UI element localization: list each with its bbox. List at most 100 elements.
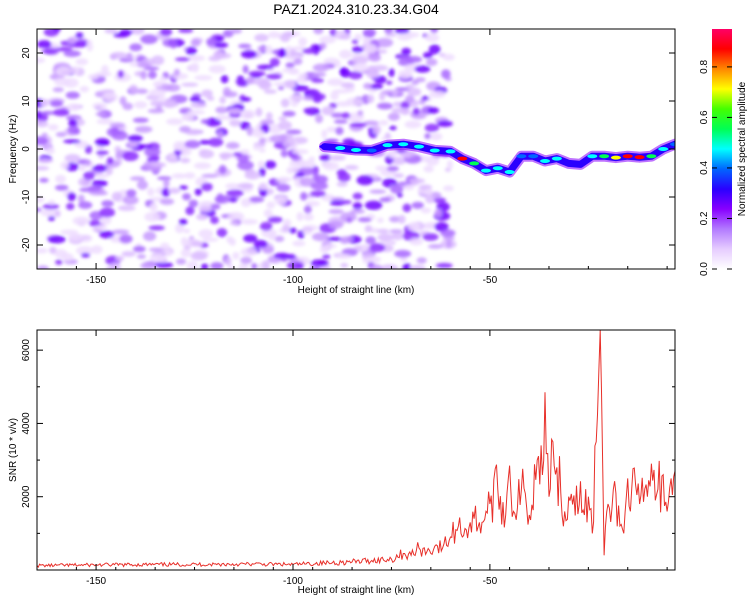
spectrogram-noise-blob [309,266,321,269]
spectrogram-noise-blob [303,205,312,214]
spectrogram-noise-blob [47,215,56,221]
spectrogram-y-tick-label: 20 [21,47,32,59]
spectrogram-noise-blob [128,84,139,94]
spectrogram-noise-blob [127,140,138,148]
spectrogram-noise-blob [159,29,173,37]
spectrogram-noise-blob [405,55,423,63]
spectrogram-noise-blob [397,214,406,224]
spectrogram-noise-blob [384,132,391,139]
spectrogram-noise-blob [430,29,439,34]
spectrogram-noise-blob [48,199,56,205]
spectrogram-noise-blob [175,223,185,234]
spectrogram-noise-blob [219,152,230,161]
spectrogram-noise-blob [339,33,351,40]
spectrogram-noise-blob [330,90,339,101]
spectrogram-noise-blob [251,129,265,138]
signal-track-point [469,161,480,166]
spectrogram-noise-blob [229,119,242,127]
spectrogram-noise-blob [126,189,137,197]
snr-x-label: Height of straight line (km) [298,585,415,596]
signal-track-point [670,142,675,147]
spectrogram-noise-blob [180,236,188,247]
spectrogram-noise-blob [278,120,292,130]
colorbar-tick-label: 0.6 [699,110,710,124]
spectrogram-noise-blob [340,212,357,222]
spectrogram-noise-blob [268,231,276,241]
snr-x-tick-label: -150 [86,576,106,587]
spectrogram-noise-blob [369,189,387,194]
spectrogram-frame [36,28,676,270]
spectrogram-y-tick-label: 0 [21,146,32,152]
spectrogram-noise-blob [67,125,80,134]
spectrogram-noise-blob [122,102,134,111]
spectrogram-noise-blob [396,90,404,97]
spectrogram-noise-blob [163,178,170,188]
spectrogram-noise-blob [79,85,90,93]
spectrogram-noise-blob [325,236,344,242]
spectrogram-noise-blob [289,49,297,57]
spectrogram-noise-blob [368,264,383,269]
signal-track-point [335,146,346,151]
spectrogram-noise-blob [199,139,210,145]
colorbar-ticks: 0.0 0.2 0.4 0.6 0.8 [699,60,732,276]
spectrogram-noise-blob [64,154,81,163]
spectrogram-noise-blob [421,95,429,101]
spectrogram-noise-blob [121,250,136,257]
spectrogram-noise-blob [60,161,69,170]
spectrogram-noise-blob [253,78,270,86]
spectrogram-noise-blob [227,213,242,220]
spectrogram-noise-blob [424,188,433,196]
spectrogram-noise-blob [91,245,103,254]
spectrogram-noise-blob [352,202,363,210]
spectrogram-noise-blob [367,53,381,62]
signal-track-point [658,147,669,151]
spectrogram-noise-blob [424,33,440,42]
spectrogram-noise-blob [354,33,363,41]
spectrogram-noise-blob [294,57,303,65]
spectrogram-noise-blob [367,65,376,72]
spectrogram-noise-blob [37,120,49,128]
spectrogram-noise-blob [394,249,412,258]
spectrogram-noise-blob [402,262,412,269]
spectrogram-noise-blob [312,171,320,182]
spectrogram-noise-blob [378,120,389,126]
spectrogram-noise-blob [309,190,327,197]
spectrogram-noise-blob [229,29,242,34]
signal-track-point [634,155,645,160]
spectrogram-noise-blob [185,206,195,216]
spectrogram-noise-blob [414,65,431,73]
spectrogram-noise-blob [401,47,412,55]
spectrogram-noise-blob [225,142,240,150]
spectrogram-noise-blob [111,191,122,202]
spectrogram-noise-blob [308,156,316,162]
spectrogram-noise-blob [440,69,451,79]
spectrogram-noise-blob [229,238,236,246]
spectrogram-noise-blob [37,110,42,120]
spectrogram-noise-blob [65,202,75,211]
spectrogram-noise-blob [213,52,232,59]
spectrogram-noise-blob [106,157,114,165]
spectrogram-noise-blob [37,207,42,212]
spectrogram-noise-blob [37,158,54,164]
spectrogram-noise-blob [166,118,183,126]
spectrogram-noise-blob [178,29,194,34]
spectrogram-noise-blob [361,243,368,253]
spectrogram-noise-blob [63,139,81,144]
spectrogram-noise-blob [405,72,413,78]
spectrogram-noise-blob [312,72,327,77]
spectrogram-x-tick-label: -150 [86,275,106,286]
spectrogram-noise-blob [96,118,114,125]
spectrogram-noise-blob [115,255,125,262]
spectrogram-noise-blob [280,34,291,43]
spectrogram-noise-blob [37,195,45,204]
spectrogram-noise-blob [159,198,175,206]
spectrogram-noise-blob [37,57,46,64]
spectrogram-noise-blob [321,129,328,139]
spectrogram-noise-blob [190,251,208,261]
spectrogram-noise-blob [424,133,432,140]
spectrogram-noise-blob [160,242,170,250]
spectrogram-noise-blob [201,237,219,242]
spectrogram-noise-blob [259,189,268,197]
spectrogram-noise-blob [179,185,188,190]
spectrogram-noise-blob [210,262,224,269]
